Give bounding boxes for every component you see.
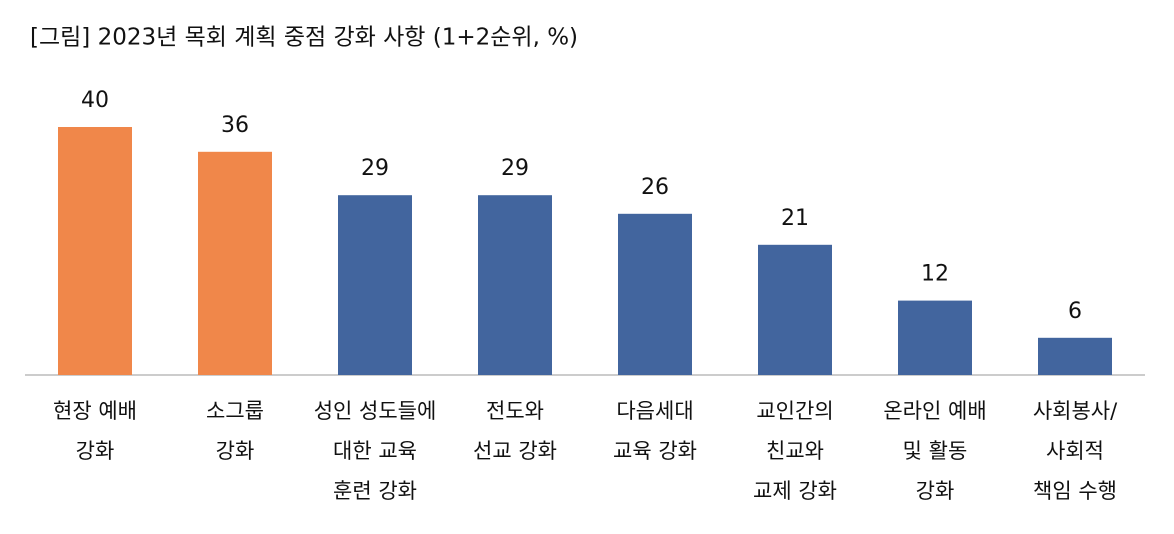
- x-tick-label: 다음세대: [616, 399, 693, 423]
- value-label: 21: [781, 206, 809, 231]
- x-tick-label: 교인간의: [756, 399, 833, 423]
- x-tick-label: 사회봉사/: [1033, 399, 1118, 423]
- bar: [338, 195, 412, 375]
- x-tick-label: 성인 성도들에: [314, 399, 437, 423]
- value-label: 12: [921, 262, 949, 287]
- x-tick-label: 전도와: [486, 399, 544, 423]
- bar: [1038, 337, 1112, 375]
- x-tick-label: 강화: [216, 439, 255, 463]
- value-label: 40: [81, 88, 109, 113]
- x-tick-label: 사회적: [1046, 439, 1104, 463]
- bar: [618, 213, 692, 375]
- value-label: 6: [1068, 299, 1082, 324]
- x-tick-label: 책임 수행: [1033, 479, 1117, 503]
- x-tick-label: 대한 교육: [333, 439, 417, 463]
- value-label: 26: [641, 175, 669, 200]
- bar: [758, 244, 832, 375]
- x-tick-label: 훈련 강화: [333, 479, 417, 503]
- x-tick-label: 온라인 예배: [883, 399, 986, 423]
- bar: [58, 127, 132, 375]
- x-tick-label: 교육 강화: [613, 439, 697, 463]
- x-tick-label: 친교와: [766, 439, 824, 463]
- x-tick-label: 강화: [76, 439, 115, 463]
- value-label: 29: [501, 156, 529, 181]
- x-tick-label: 및 활동: [903, 439, 968, 463]
- bar: [198, 151, 272, 375]
- value-label: 36: [221, 113, 249, 138]
- chart-title: [그림] 2023년 목회 계획 중점 강화 사항 (1+2순위, %): [30, 25, 578, 51]
- bar: [478, 195, 552, 375]
- x-tick-label: 강화: [916, 479, 955, 503]
- x-tick-label: 현장 예배: [53, 399, 137, 423]
- x-tick-label: 선교 강화: [473, 439, 557, 463]
- value-label: 29: [361, 156, 389, 181]
- x-tick-label: 소그룹: [206, 399, 264, 423]
- x-tick-label: 교제 강화: [753, 479, 837, 503]
- bar: [898, 300, 972, 375]
